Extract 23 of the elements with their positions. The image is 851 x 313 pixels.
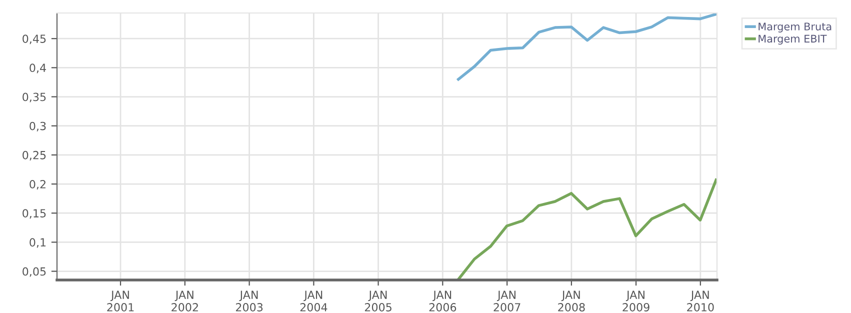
y-tick-label: 0,3: [30, 122, 46, 132]
x-tick-label: JAN 2003: [236, 290, 263, 312]
y-tick-label: 0,35: [22, 92, 46, 102]
y-tick-label: 0,45: [22, 34, 46, 44]
x-tick-label: JAN 2004: [300, 290, 328, 312]
line-series: [456, 178, 717, 280]
x-tick-label: JAN 2009: [622, 290, 650, 312]
x-tick-label: JAN 2002: [172, 290, 198, 312]
y-tick-label: 0,05: [22, 267, 46, 277]
x-tick-label: JAN 2006: [429, 290, 456, 312]
x-tick-label: JAN 2008: [558, 290, 585, 312]
y-tick-label: 0,1: [30, 238, 46, 248]
legend-label: Margem Bruta: [758, 22, 832, 32]
y-tick-label: 0,15: [22, 209, 46, 219]
y-tick-label: 0,25: [22, 150, 46, 160]
x-tick-label: JAN 2001: [107, 290, 134, 312]
y-tick-label: 0,2: [30, 180, 46, 190]
x-tick-label: JAN 2005: [364, 290, 392, 312]
y-tick-label: 0,4: [30, 64, 46, 74]
x-tick-label: JAN 2007: [494, 290, 520, 312]
legend-label: Margem EBIT: [758, 34, 827, 45]
x-tick-label: JAN 2010: [687, 290, 714, 312]
line-series: [456, 13, 717, 81]
